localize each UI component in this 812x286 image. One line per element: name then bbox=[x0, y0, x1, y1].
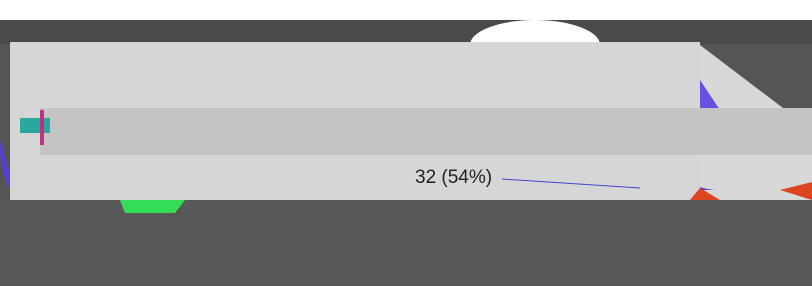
data-label: 32 (54%) bbox=[415, 167, 492, 188]
top-band bbox=[0, 0, 812, 20]
dark-band bbox=[0, 20, 812, 44]
pink-fragment bbox=[40, 110, 44, 145]
teal-fragment bbox=[20, 118, 50, 133]
bottom-area bbox=[0, 200, 812, 286]
green-fragment bbox=[120, 200, 185, 213]
screenshot: 32 (54%) bbox=[0, 0, 812, 286]
middle-band bbox=[40, 108, 812, 155]
canvas: 32 (54%) bbox=[0, 0, 812, 286]
